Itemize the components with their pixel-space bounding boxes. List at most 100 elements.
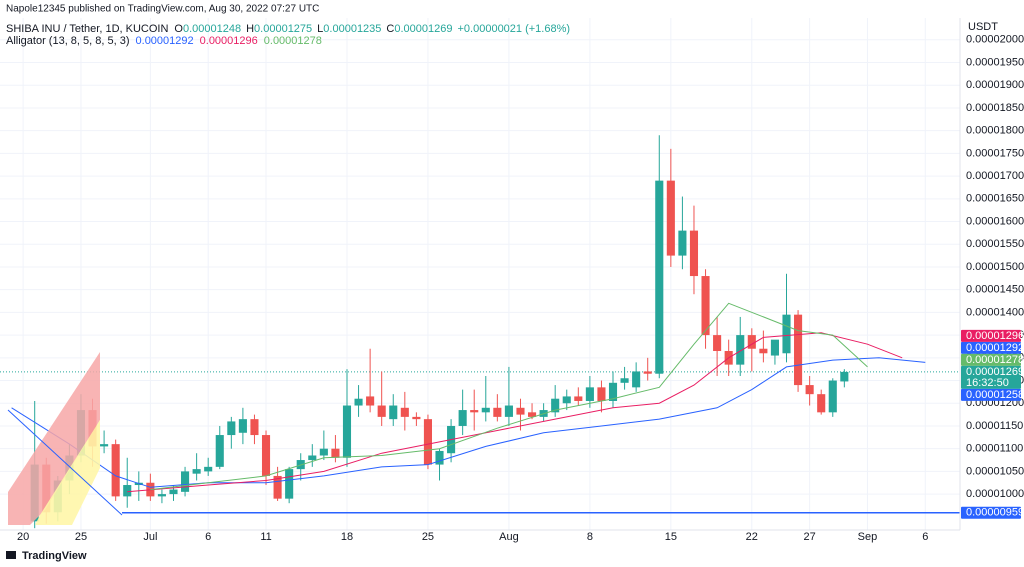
trend-line (7, 409, 123, 516)
candle-body (169, 489, 178, 495)
y-tick-label: 0.00001500 (966, 261, 1024, 273)
header-line: SHIBA INU / Tether, 1D, KUCOIN O0.0000124… (6, 23, 570, 35)
candle (666, 148, 675, 267)
candle (759, 330, 768, 363)
x-tick-label: 25 (422, 531, 434, 543)
candle (620, 366, 629, 390)
indicator-value: 0.00001292 (136, 35, 194, 47)
candle (354, 385, 363, 417)
candle-body (828, 380, 837, 413)
candle-body (273, 475, 282, 499)
pattern-drawing (8, 352, 100, 525)
candle (435, 448, 444, 481)
candle (342, 369, 352, 467)
candle-body (354, 398, 363, 406)
candle (585, 375, 594, 408)
y-tick-label: 0.00001050 (966, 465, 1024, 477)
candle (817, 389, 826, 415)
change-label: +0.00000021 (+1.68%) (458, 23, 571, 35)
y-tick-label: 0.00001000 (966, 488, 1024, 500)
ohlc-value: 0.00001248 (183, 23, 241, 35)
candle-body (794, 314, 803, 386)
candle (192, 453, 201, 481)
candle-body (759, 348, 768, 354)
candle-body (713, 335, 722, 352)
price-tag (961, 365, 1021, 389)
candle-body (238, 419, 247, 433)
x-tick-label: 20 (17, 531, 29, 543)
candle-body (377, 405, 386, 417)
countdown: 16:32:50 (966, 377, 1009, 389)
y-tick-label: 0.00001950 (966, 56, 1024, 68)
symbol-title: SHIBA INU / Tether, 1D, KUCOIN (6, 23, 168, 35)
candle (250, 414, 259, 445)
candle (794, 310, 803, 392)
candle-body (412, 416, 421, 420)
candle-body (181, 471, 190, 492)
candle-body (551, 398, 560, 413)
candle (632, 362, 641, 392)
x-tick-label: 27 (804, 531, 816, 543)
price-tag (961, 329, 1021, 342)
ohlc-letter: C (386, 23, 394, 35)
candle-body (111, 444, 120, 497)
candle-body (678, 230, 687, 256)
candle (504, 366, 513, 426)
attribution: Napole12345 published on TradingView.com… (6, 4, 319, 15)
candle (377, 371, 386, 426)
candle (713, 316, 722, 376)
candle-body (562, 396, 571, 404)
candle (655, 135, 664, 379)
indicator-line: Alligator (13, 8, 5, 8, 5, 3) 0.00001292 0… (6, 35, 322, 47)
candle (574, 387, 583, 406)
x-tick-label: 8 (587, 531, 593, 543)
candle (470, 389, 479, 431)
candle (215, 425, 224, 470)
candle-body (204, 466, 213, 472)
candle (204, 457, 213, 476)
candle (840, 369, 849, 388)
price-tag (961, 353, 1021, 366)
candle (528, 403, 537, 420)
candle-body (157, 494, 166, 497)
y-tick-label: 0.00001600 (966, 215, 1024, 227)
ohlc-letter: H (246, 23, 254, 35)
x-tick-label: 22 (746, 531, 758, 543)
candle-body (620, 378, 629, 383)
candle-body (215, 435, 224, 467)
candle-body (528, 412, 537, 417)
candle (285, 466, 294, 504)
candle (597, 380, 606, 413)
candle (319, 430, 328, 461)
candle (308, 444, 317, 467)
y-tick-label: 0.00001650 (966, 193, 1024, 205)
candle-body (342, 405, 352, 458)
candle-body (736, 335, 745, 365)
x-tick-label: Aug (499, 531, 519, 543)
candle-body (504, 405, 513, 417)
price-tag-label: 0.00000959 (966, 507, 1024, 519)
candle-body (840, 371, 849, 382)
alligator-line (11, 357, 926, 488)
candle-body (597, 387, 606, 401)
candle (423, 414, 432, 470)
candle (366, 348, 375, 413)
candle (736, 316, 745, 376)
price-tag (961, 506, 1021, 519)
candle (123, 457, 132, 508)
candle-body (782, 314, 791, 354)
candle-body (423, 419, 432, 465)
candle (805, 375, 814, 406)
candle (458, 389, 467, 436)
candle-body (470, 410, 479, 413)
candle (828, 378, 837, 417)
price-tag (961, 341, 1021, 354)
price-tag-label: 0.00001292 (966, 342, 1024, 354)
y-tick-label: 0.00001750 (966, 147, 1024, 159)
y-tick-label: 0.00001900 (966, 79, 1024, 91)
candle-body (701, 276, 710, 336)
y-tick-label: 0.00001700 (966, 170, 1024, 182)
